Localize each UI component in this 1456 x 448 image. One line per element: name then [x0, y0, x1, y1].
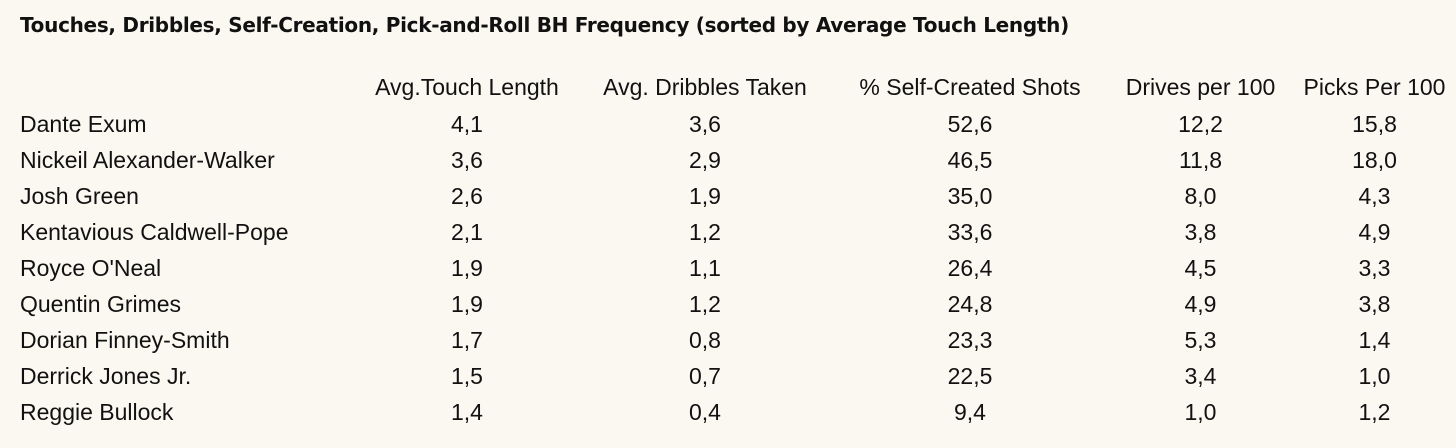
table-row: Quentin Grimes 1,9 1,2 24,8 4,9 3,8 — [20, 286, 1456, 322]
table-row: Royce O'Neal 1,9 1,1 26,4 4,5 3,3 — [20, 250, 1456, 286]
column-header: Avg. Dribbles Taken — [603, 73, 807, 100]
table-row: Reggie Bullock 1,4 0,4 9,4 1,0 1,2 — [20, 394, 1456, 430]
value-cell: 3,8 — [1358, 290, 1391, 317]
player-name-cell: Nickeil Alexander-Walker — [20, 146, 275, 173]
value-cell: 23,3 — [947, 326, 993, 353]
value-cell: 12,2 — [1178, 110, 1223, 137]
table-row: Dante Exum 4,1 3,6 52,6 12,2 15,8 — [20, 106, 1456, 142]
value-cell: 1,9 — [451, 254, 483, 281]
value-cell: 1,0 — [1184, 398, 1217, 425]
value-cell: 1,2 — [689, 290, 721, 317]
player-name-cell: Reggie Bullock — [20, 398, 174, 425]
value-cell: 0,7 — [689, 362, 721, 389]
value-cell: 8,0 — [1184, 182, 1217, 209]
chart-title: Touches, Dribbles, Self-Creation, Pick-a… — [20, 13, 1069, 37]
value-cell: 26,4 — [947, 254, 993, 281]
value-cell: 35,0 — [947, 182, 993, 209]
player-name-cell: Derrick Jones Jr. — [20, 362, 192, 389]
value-cell: 4,9 — [1184, 290, 1217, 317]
value-cell: 3,8 — [1184, 218, 1217, 245]
table-body: Dante Exum 4,1 3,6 52,6 12,2 15,8 Nickeil Alex… — [20, 106, 1456, 430]
value-cell: 4,3 — [1358, 182, 1391, 209]
value-cell: 3,6 — [451, 146, 483, 173]
value-cell: 1,1 — [689, 254, 721, 281]
value-cell: 1,2 — [689, 218, 721, 245]
value-cell: 2,6 — [451, 182, 483, 209]
value-cell: 3,3 — [1358, 254, 1391, 281]
value-cell: 52,6 — [947, 110, 993, 137]
value-cell: 0,4 — [689, 398, 721, 425]
column-header: Avg.Touch Length — [375, 73, 559, 100]
header-row: Avg.Touch Length Avg. Dribbles Taken % Sel… — [20, 68, 1456, 106]
value-cell: 4,5 — [1184, 254, 1217, 281]
value-cell: 46,5 — [947, 146, 993, 173]
value-cell: 9,4 — [954, 398, 986, 425]
column-header: Drives per 100 — [1125, 73, 1276, 100]
value-cell: 11,8 — [1178, 146, 1223, 173]
value-cell: 15,8 — [1352, 110, 1397, 137]
stats-table: Avg.Touch Length Avg. Dribbles Taken % Sel… — [20, 68, 1456, 430]
value-cell: 1,4 — [451, 398, 483, 425]
value-cell: 1,9 — [451, 290, 483, 317]
value-cell: 4,1 — [451, 110, 483, 137]
value-cell: 22,5 — [947, 362, 993, 389]
value-cell: 0,8 — [689, 326, 721, 353]
table-row: Nickeil Alexander-Walker 3,6 2,9 46,5 11,8 18… — [20, 142, 1456, 178]
value-cell: 1,7 — [451, 326, 483, 353]
player-name-cell: Dorian Finney-Smith — [20, 326, 230, 353]
value-cell: 5,3 — [1184, 326, 1217, 353]
player-name-cell: Quentin Grimes — [20, 290, 182, 317]
value-cell: 1,2 — [1358, 398, 1391, 425]
table-row: Derrick Jones Jr. 1,5 0,7 22,5 3,4 1,0 — [20, 358, 1456, 394]
value-cell: 1,9 — [689, 182, 721, 209]
player-name-cell: Royce O'Neal — [20, 254, 162, 281]
value-cell: 4,9 — [1358, 218, 1391, 245]
value-cell: 3,6 — [689, 110, 721, 137]
value-cell: 1,0 — [1358, 362, 1391, 389]
value-cell: 1,5 — [451, 362, 483, 389]
value-cell: 18,0 — [1352, 146, 1397, 173]
player-name-cell: Josh Green — [20, 182, 139, 209]
player-name-cell: Dante Exum — [20, 110, 147, 137]
player-name-cell: Kentavious Caldwell-Pope — [20, 218, 289, 245]
column-header: % Self-Created Shots — [859, 73, 1081, 100]
value-cell: 24,8 — [947, 290, 993, 317]
value-cell: 2,1 — [451, 218, 483, 245]
table-row: Josh Green 2,6 1,9 35,0 8,0 4,3 — [20, 178, 1456, 214]
column-header: Picks Per 100 — [1303, 73, 1446, 100]
value-cell: 2,9 — [689, 146, 721, 173]
value-cell: 33,6 — [947, 218, 993, 245]
table-row: Kentavious Caldwell-Pope 2,1 1,2 33,6 3,8 4,9 — [20, 214, 1456, 250]
value-cell: 1,4 — [1358, 326, 1391, 353]
table-row: Dorian Finney-Smith 1,7 0,8 23,3 5,3 1,4 — [20, 322, 1456, 358]
column-header-player — [20, 68, 356, 106]
value-cell: 3,4 — [1184, 362, 1217, 389]
